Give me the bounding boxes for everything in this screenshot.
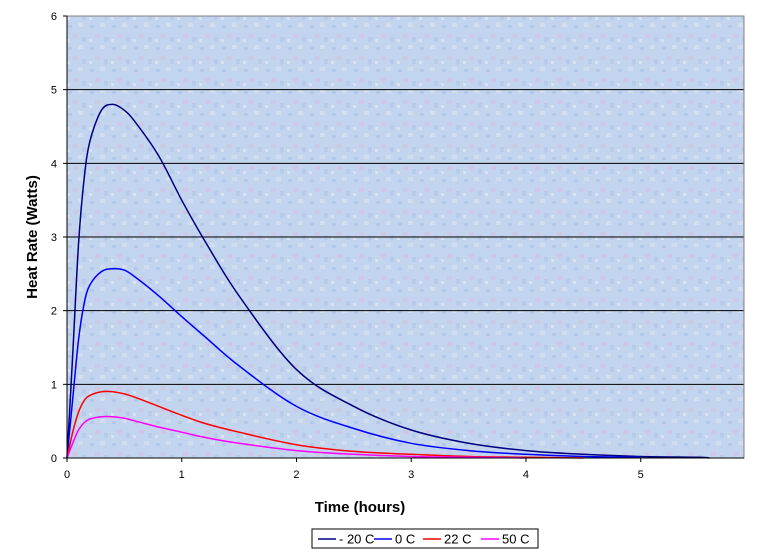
series-line-0 bbox=[66, 103, 710, 459]
y-tick-label-1: 1 bbox=[51, 379, 57, 391]
x-tick-label-2: 2 bbox=[293, 469, 299, 481]
legend-label-2: 22 C bbox=[444, 532, 471, 547]
x-axis: 0 1 2 3 4 5 bbox=[64, 457, 744, 481]
x-tick-label-1: 1 bbox=[179, 469, 185, 481]
y-tick-label-5: 5 bbox=[51, 85, 57, 97]
series-line-1 bbox=[66, 267, 641, 459]
y-tick-label-3: 3 bbox=[51, 232, 57, 244]
x-axis-title: Time (hours) bbox=[315, 499, 406, 516]
x-tick-label-5: 5 bbox=[638, 469, 644, 481]
x-tick-label-0: 0 bbox=[64, 469, 70, 481]
legend: - 20 C 0 C 22 C 50 C bbox=[311, 528, 539, 549]
y-axis: 0 1 2 3 4 5 6 bbox=[51, 11, 68, 465]
legend-label-0: - 20 C bbox=[339, 532, 374, 547]
series-line-2 bbox=[66, 390, 584, 459]
x-tick-label-4: 4 bbox=[523, 469, 529, 481]
y-tick-label-0: 0 bbox=[51, 453, 57, 465]
y-tick-label-4: 4 bbox=[51, 158, 57, 170]
y-tick-label-6: 6 bbox=[51, 11, 57, 23]
legend-label-1: 0 C bbox=[395, 532, 415, 547]
legend-label-3: 50 C bbox=[502, 532, 529, 547]
y-axis-title: Heat Rate (Watts) bbox=[24, 175, 41, 299]
series-layer bbox=[66, 103, 710, 459]
y-tick-label-2: 2 bbox=[51, 306, 57, 318]
x-tick-label-3: 3 bbox=[408, 469, 414, 481]
series-line-3 bbox=[66, 415, 527, 459]
